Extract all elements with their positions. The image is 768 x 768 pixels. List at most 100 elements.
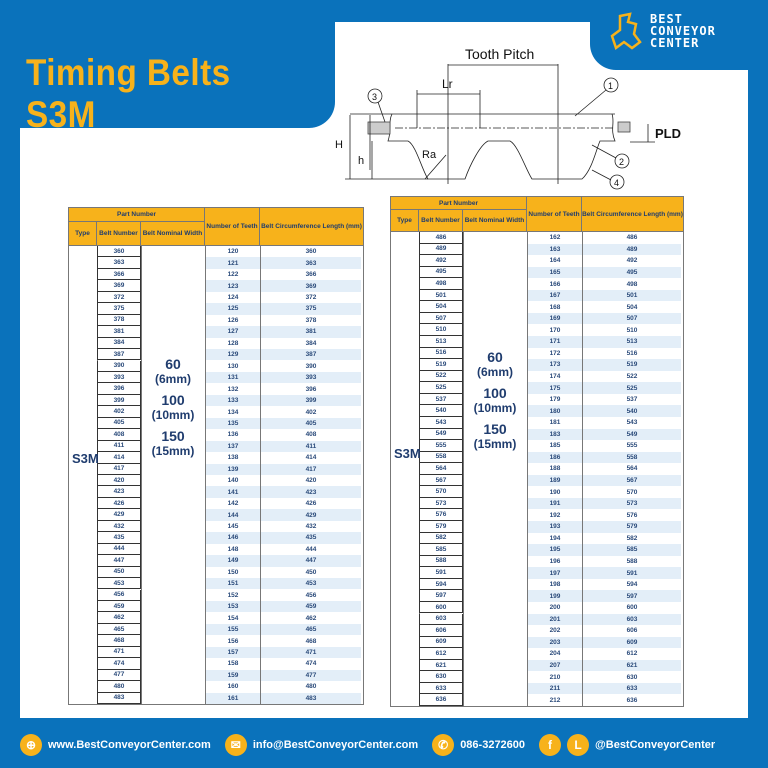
length-cell: 468 xyxy=(305,637,317,645)
belt-number-cell: 636 xyxy=(419,694,463,706)
logo-icon xyxy=(610,12,642,51)
belt-number-cell: 573 xyxy=(419,497,463,510)
teeth-cell: 211 xyxy=(528,682,582,695)
footer-website[interactable]: www.BestConveyorCenter.com xyxy=(48,739,211,751)
teeth-cell: 136 xyxy=(227,431,239,439)
length-cell: 372 xyxy=(305,294,317,302)
facebook-icon[interactable]: f xyxy=(539,734,562,756)
belt-number-cell: 633 xyxy=(419,682,463,695)
belt-width-list: 60 (6mm) 100 (10mm) 150 (15mm) xyxy=(141,355,205,459)
belt-number-cell: 420 xyxy=(97,475,141,487)
teeth-cell: 133 xyxy=(206,394,260,407)
teeth-cell: 202 xyxy=(549,627,561,635)
belt-number-cell: 402 xyxy=(97,406,141,418)
belt-number-cell: 588 xyxy=(419,555,463,568)
teeth-cell: 125 xyxy=(206,303,260,315)
column-divider xyxy=(527,232,528,706)
teeth-cell: 160 xyxy=(227,683,239,691)
belt-number-cell: 480 xyxy=(97,681,141,693)
length-cell: 507 xyxy=(583,312,681,325)
footer-email[interactable]: info@BestConveyorCenter.com xyxy=(252,739,419,751)
belt-number-cell: 414 xyxy=(97,452,141,464)
length-cell: 621 xyxy=(583,659,681,672)
teeth-cell: 189 xyxy=(528,474,582,487)
belt-number-cell: 399 xyxy=(97,394,141,407)
length-cell: 570 xyxy=(626,488,638,496)
belt-width-value: 150 xyxy=(161,427,185,444)
length-cell: 498 xyxy=(626,280,638,288)
length-cell: 474 xyxy=(305,660,317,668)
footer-social[interactable]: @BestConveyorCenter xyxy=(595,739,716,751)
belt-number-cell: 435 xyxy=(97,532,141,544)
belt-number-cell: 558 xyxy=(419,451,463,464)
belt-number-cell: 465 xyxy=(97,623,141,636)
logo-banner xyxy=(590,0,768,70)
belt-number-cell: 549 xyxy=(419,428,463,441)
belt-table-left: Part Number Type Belt Number Belt Nominal W… xyxy=(68,207,364,705)
belt-number-cell: 597 xyxy=(419,590,463,602)
belt-number-cell: 507 xyxy=(419,312,463,325)
length-cell: 510 xyxy=(626,326,638,334)
belt-number-cell: 426 xyxy=(97,497,141,510)
length-cell: 429 xyxy=(261,509,361,521)
line-icon[interactable]: L xyxy=(567,734,590,756)
length-cell: 555 xyxy=(626,442,638,450)
brand-line3: CENTER xyxy=(650,36,700,50)
belt-number-cell: 570 xyxy=(419,486,463,498)
belt-number-cell: 543 xyxy=(419,416,463,429)
teeth-cell: 190 xyxy=(549,488,561,496)
belt-number-cell: 594 xyxy=(419,578,463,591)
teeth-cell: 126 xyxy=(227,316,239,324)
teeth-cell: 128 xyxy=(227,339,239,347)
teeth-cell: 203 xyxy=(528,636,582,649)
belt-number-cell: 462 xyxy=(97,612,141,624)
belt-number-cell: 432 xyxy=(97,520,141,533)
column-divider xyxy=(582,232,583,706)
belt-number-cell: 474 xyxy=(97,658,141,670)
belt-number-cell: 456 xyxy=(97,589,141,601)
callout-3: 3 xyxy=(372,92,377,102)
belt-number-cell: 447 xyxy=(97,555,141,567)
ra-label: Ra xyxy=(422,149,437,161)
belt-number-cell: 519 xyxy=(419,359,463,371)
belt-number-cell: 459 xyxy=(97,600,141,613)
teeth-cell: 198 xyxy=(549,581,561,589)
teeth-cell: 145 xyxy=(227,523,239,531)
length-cell: 390 xyxy=(305,362,317,370)
teeth-cell: 155 xyxy=(206,623,260,636)
belt-table-right: Part Number Type Belt Number Belt Nominal W… xyxy=(390,196,684,707)
teeth-cell: 130 xyxy=(227,362,239,370)
belt-width-value: 60 xyxy=(487,348,503,365)
belt-width-value: (6mm) xyxy=(154,371,191,386)
belt-width-value: (10mm) xyxy=(473,400,517,415)
pld-label: PLD xyxy=(655,126,681,141)
teeth-cell: 135 xyxy=(206,417,260,430)
belt-number-cell: 504 xyxy=(419,301,463,313)
length-cell: 360 xyxy=(305,248,317,256)
page-title: Timing Belts S3M xyxy=(26,52,231,135)
belt-number-cell: 567 xyxy=(419,474,463,487)
length-cell: 504 xyxy=(626,303,638,311)
belt-number-cell: 483 xyxy=(97,692,141,704)
belt-number-cell: 417 xyxy=(97,463,141,475)
teeth-cell: 191 xyxy=(528,497,582,510)
belt-width-value: (15mm) xyxy=(151,443,195,458)
header-teeth: Number of Teeth xyxy=(527,197,582,232)
teeth-cell: 138 xyxy=(227,454,239,462)
teeth-cell: 165 xyxy=(528,266,582,279)
footer-phone[interactable]: 086-3272600 xyxy=(460,739,526,751)
belt-width-list: 60 (6mm) 100 (10mm) 150 (15mm) xyxy=(463,348,527,452)
length-cell: 606 xyxy=(626,627,638,635)
header-part-number: Part Number xyxy=(391,197,527,211)
belt-width-value: 60 xyxy=(165,355,181,372)
teeth-cell: 140 xyxy=(227,477,239,485)
teeth-cell: 173 xyxy=(528,359,582,371)
tooth-pitch-label: Tooth Pitch xyxy=(465,46,534,62)
belt-number-cell: 492 xyxy=(419,255,463,267)
type-label: S3M xyxy=(72,451,99,467)
h-lower-label: h xyxy=(358,155,364,167)
belt-number-cell: 525 xyxy=(419,382,463,394)
belt-number-cell: 360 xyxy=(97,246,141,258)
length-cell: 582 xyxy=(626,534,638,542)
type-label: S3M xyxy=(394,446,421,462)
